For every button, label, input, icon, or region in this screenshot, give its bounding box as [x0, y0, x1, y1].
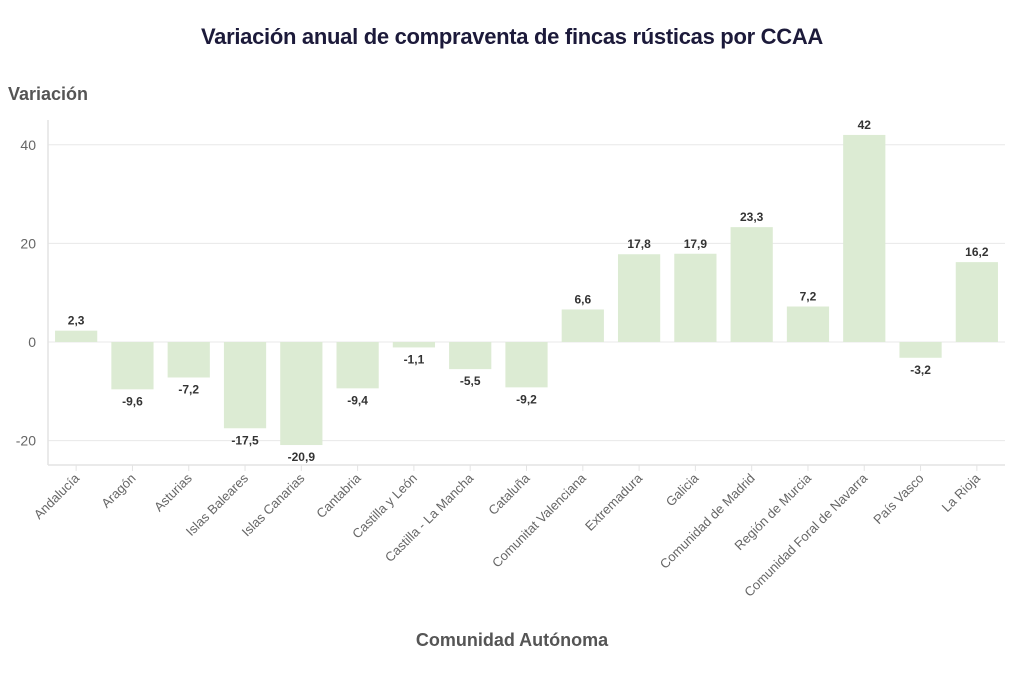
- chart-title: Variación anual de compraventa de fincas…: [200, 24, 824, 49]
- x-tick-label: Galicia: [663, 470, 702, 509]
- y-axis-title: Variación: [8, 84, 89, 104]
- data-label: 7,2: [800, 290, 817, 304]
- data-label: -7,2: [178, 382, 199, 396]
- bar[interactable]: [280, 342, 323, 446]
- data-label: -9,4: [347, 393, 368, 407]
- x-tick-label: Extremadura: [582, 470, 646, 534]
- bar[interactable]: [561, 309, 604, 342]
- x-tick-label: Comunidad de Madrid: [657, 471, 758, 572]
- x-tick-label: Comunitat Valenciana: [489, 470, 589, 570]
- data-label: 6,6: [574, 292, 591, 306]
- bar[interactable]: [674, 253, 717, 342]
- data-label: 16,2: [965, 245, 989, 259]
- x-tick-label: Cataluña: [485, 470, 533, 518]
- bar[interactable]: [843, 134, 886, 342]
- bar[interactable]: [617, 254, 661, 342]
- bar[interactable]: [223, 342, 267, 429]
- data-label: 17,8: [627, 237, 651, 251]
- bar[interactable]: [786, 306, 830, 342]
- bar[interactable]: [730, 227, 773, 342]
- data-label: -1,1: [404, 352, 425, 366]
- data-label: 23,3: [740, 210, 764, 224]
- x-tick-label: Cantabria: [313, 470, 364, 521]
- y-tick-label: 0: [28, 334, 36, 350]
- bar[interactable]: [505, 342, 548, 388]
- y-tick-label: 20: [20, 235, 36, 251]
- x-tick-label: Asturias: [151, 470, 195, 514]
- x-tick-label: Andalucía: [31, 470, 83, 522]
- bar[interactable]: [392, 342, 436, 348]
- bar[interactable]: [899, 342, 942, 358]
- data-label: 2,3: [68, 314, 85, 328]
- bar[interactable]: [449, 342, 492, 370]
- data-labels: 2,3 -9,6 -7,2 -17,5 -20,9 -9,4 -1,1 -5,5 -9,2 6,6…: [68, 118, 989, 464]
- data-label: 42: [858, 118, 872, 132]
- bar[interactable]: [336, 342, 379, 389]
- data-label: -3,2: [910, 363, 931, 377]
- data-label: 17,9: [684, 237, 708, 251]
- bar[interactable]: [111, 342, 154, 390]
- data-label: -9,6: [122, 394, 143, 408]
- data-label: -20,9: [288, 450, 316, 464]
- bar[interactable]: [167, 342, 210, 378]
- x-tick-label: Comunidad Foral de Navarra: [741, 470, 871, 600]
- y-tick-label: 40: [20, 137, 36, 153]
- bar[interactable]: [55, 330, 98, 342]
- x-tick-label: La Rioja: [939, 470, 984, 515]
- data-label: -17,5: [231, 433, 259, 447]
- bar[interactable]: [955, 262, 998, 342]
- data-label: -5,5: [460, 374, 481, 388]
- data-label: -9,2: [516, 392, 537, 406]
- x-tick-label: Aragón: [98, 471, 138, 511]
- x-axis-title: Comunidad Autónoma: [415, 630, 609, 650]
- x-tick-label: País Vasco: [870, 471, 926, 527]
- bars: [55, 134, 998, 446]
- y-tick-label: -20: [16, 433, 36, 449]
